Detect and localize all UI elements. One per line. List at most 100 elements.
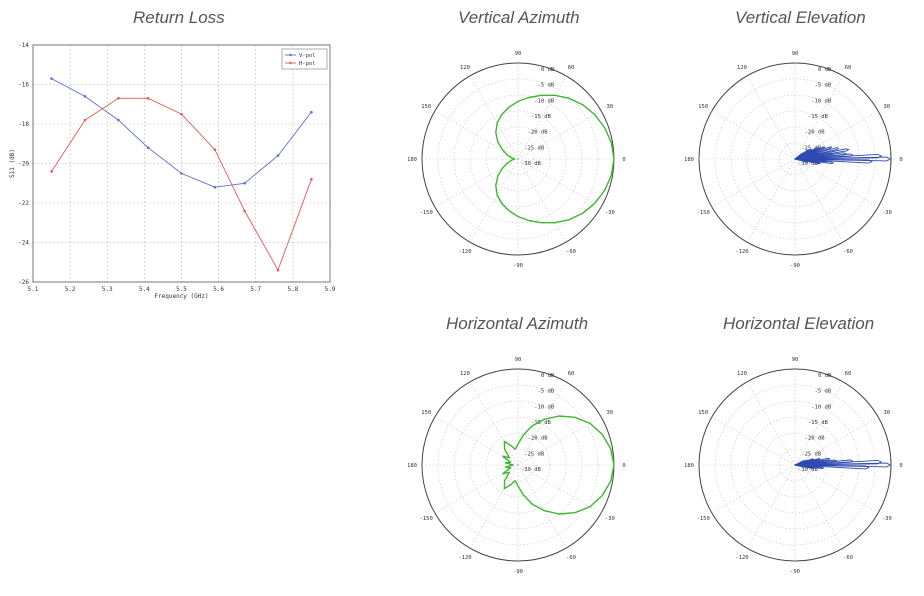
angle-label: 120 (737, 371, 747, 377)
chart-title: Vertical Elevation (735, 8, 866, 27)
pattern-lobe (794, 460, 805, 466)
data-point (83, 118, 87, 122)
x-tick-label: 5.4 (139, 286, 150, 293)
angle-label: 120 (460, 371, 470, 377)
grid-spoke (746, 158, 796, 243)
vertical-elevation-chart: 0 30 60 90 120 150 180 -150 -120 -90 -60 -30 0 dB -5 … (685, 51, 903, 269)
ring-label: 0 dB (541, 67, 555, 73)
angle-label: -150 (697, 210, 710, 216)
angle-label: -30 (605, 516, 615, 522)
ring-label: -15 dB (808, 114, 829, 120)
angle-label: 0 (622, 157, 625, 163)
angle-label: 90 (792, 51, 799, 57)
grid-spoke (434, 158, 519, 208)
angle-label: 180 (685, 157, 694, 163)
data-point (117, 118, 120, 122)
angle-label: -90 (790, 263, 800, 269)
vertical-azimuth-panel: Vertical Azimuth 0 30 60 90 120 150 180 -150 -12… (408, 0, 640, 290)
ring-label: -30 dB (521, 161, 542, 167)
x-axis-label: Frequency (GHz) (154, 293, 208, 300)
data-point (213, 148, 217, 151)
angle-label: 0 (622, 463, 625, 469)
pattern-lobe (794, 152, 804, 160)
ring-label: -5 dB (815, 83, 832, 89)
grid-ring (746, 416, 844, 514)
pattern-lobe (794, 464, 825, 469)
grid-spoke (711, 464, 796, 514)
angle-label: 90 (792, 357, 799, 363)
pattern-lobe (794, 158, 822, 165)
ring-label: -30 dB (798, 467, 819, 473)
data-point (243, 209, 246, 213)
angle-label: 60 (568, 371, 575, 377)
data-point (117, 97, 120, 100)
pattern-lobe (794, 458, 821, 466)
pattern-lobe (794, 147, 840, 160)
angle-label: 150 (421, 104, 431, 110)
angle-label: -60 (566, 555, 576, 561)
y-tick-label: -14 (18, 42, 29, 49)
angle-label: 30 (606, 104, 613, 110)
ring-label: -20 dB (528, 130, 549, 136)
grid-ring (469, 110, 567, 208)
x-tick-label: 5.1 (28, 286, 39, 293)
data-point (276, 268, 280, 272)
angle-label: 180 (408, 463, 417, 469)
data-point (146, 97, 150, 100)
vertical-azimuth-chart: 0 30 60 90 120 150 180 -150 -120 -90 -60 -30 0 dB -5 … (408, 51, 626, 269)
data-point (310, 110, 313, 114)
horizontal-elevation-chart: 0 30 60 90 120 150 180 -150 -120 -90 -60 -30 0 dB -5 … (685, 357, 903, 575)
angle-label: -60 (843, 555, 853, 561)
angle-label: 90 (515, 357, 522, 363)
data-point (83, 95, 87, 98)
data-point (146, 146, 150, 149)
ring-label: 0 dB (818, 67, 832, 73)
ring-label: -10 dB (534, 404, 555, 410)
x-tick-label: 5.2 (65, 286, 76, 293)
chart-title: Return Loss (133, 8, 225, 27)
pattern-lobe (794, 464, 815, 470)
grid-ring (469, 416, 567, 514)
data-point (243, 181, 246, 185)
y-tick-label: -24 (18, 240, 29, 247)
angle-label: 150 (421, 410, 431, 416)
x-tick-label: 5.3 (102, 286, 113, 293)
grid-spoke (469, 158, 519, 243)
return-loss-chart: 5.1 5.2 5.3 5.4 5.5 5.6 5.7 5.8 5.9 -14 -16 -18 -20 -… (9, 42, 336, 300)
pattern-trace (495, 94, 615, 224)
ring-label: -15 dB (531, 420, 552, 426)
y-tick-label: -22 (18, 200, 29, 207)
angle-label: -150 (697, 516, 710, 522)
data-point (310, 178, 313, 181)
angle-label: 30 (883, 104, 890, 110)
angle-label: 120 (737, 65, 747, 71)
data-point (180, 112, 183, 116)
pattern-lobe (794, 457, 831, 466)
ring-label: -15 dB (808, 420, 829, 426)
angle-label: -90 (513, 263, 523, 269)
ring-label: -25 dB (801, 451, 822, 457)
ring-label: -5 dB (538, 389, 555, 395)
ring-label: -15 dB (531, 114, 552, 120)
angle-label: 60 (845, 371, 852, 377)
pattern-lobe (794, 158, 809, 163)
x-tick-label: 5.9 (325, 286, 336, 293)
horizontal-azimuth-panel: Horizontal Azimuth 0 30 60 90 120 150 180 -150 -… (408, 306, 640, 596)
grid-ring (501, 448, 535, 482)
angle-label: -120 (735, 249, 748, 255)
angle-label: -30 (882, 516, 892, 522)
horizontal-elevation-panel: Horizontal Elevation 0 30 60 90 120 150 180 -15… (685, 306, 917, 596)
grid-ring (746, 110, 844, 208)
angle-label: 30 (606, 410, 613, 416)
ring-label: -20 dB (805, 130, 826, 136)
grid-ring (501, 142, 535, 176)
grid-ring (714, 384, 876, 546)
angle-label: 120 (460, 65, 470, 71)
pattern-trace (502, 415, 615, 515)
horizontal-azimuth-chart: 0 30 60 90 120 150 180 -150 -120 -90 -60 -30 0 dB -5 … (408, 357, 626, 575)
x-tick-label: 5.5 (176, 286, 187, 293)
ring-label: -20 dB (805, 436, 826, 442)
legend-box (281, 48, 328, 70)
pattern-lobe (794, 149, 810, 160)
angle-label: -60 (566, 249, 576, 255)
